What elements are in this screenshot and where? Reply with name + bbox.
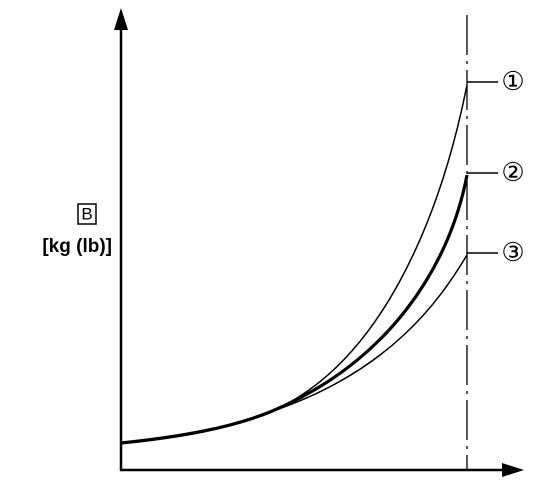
- label-box: [77, 203, 97, 225]
- curve-label: ②: [501, 157, 524, 187]
- curve-3: [120, 254, 468, 444]
- curve-label: ③: [501, 237, 524, 267]
- curve-1: [120, 84, 468, 444]
- curve-label: ①: [501, 66, 524, 96]
- y-axis-arrow: [114, 8, 128, 30]
- axis-unit: [kg (lb)]: [42, 236, 112, 257]
- x-axis-arrow: [502, 463, 524, 477]
- axis-letter: B: [81, 204, 92, 223]
